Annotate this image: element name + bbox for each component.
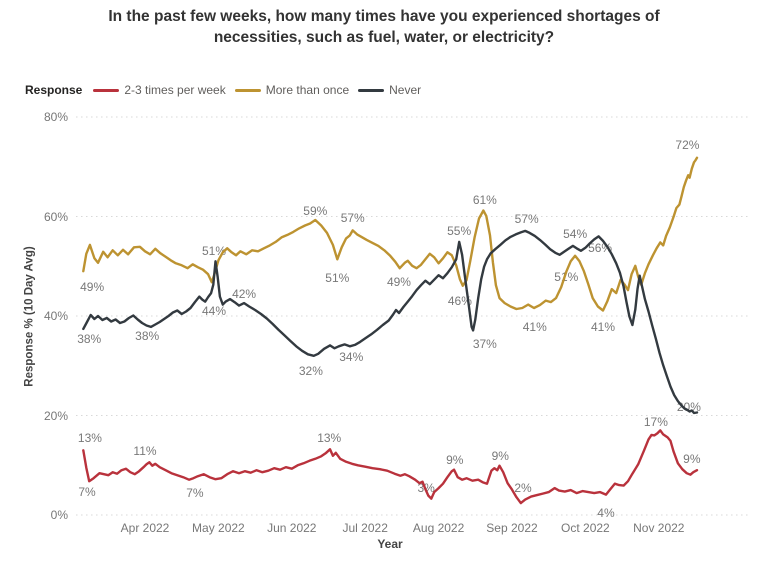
x-axis-tick-label: May 2022	[192, 521, 245, 535]
data-label: 34%	[339, 349, 364, 364]
x-axis-tick-label: Apr 2022	[120, 521, 170, 535]
data-label: 57%	[340, 210, 365, 225]
data-label: 46%	[447, 294, 472, 309]
y-axis-tick-label: 20%	[43, 408, 68, 423]
series-line-never[interactable]	[82, 229, 699, 415]
legend-item-label: Never	[389, 83, 422, 97]
legend-item-2-3-times-per-week[interactable]: 2-3 times per week	[93, 83, 226, 97]
chart-title-line-2: necessities, such as fuel, water, or ele…	[213, 29, 555, 46]
data-label: 20%	[676, 400, 701, 415]
data-label: 61%	[472, 193, 497, 208]
x-axis-tick-label: Sep 2022	[486, 521, 538, 535]
data-label: 37%	[472, 336, 497, 351]
data-label: 72%	[675, 137, 700, 152]
data-label: 59%	[303, 204, 328, 219]
data-label: 49%	[80, 280, 105, 295]
legend-line-swatch	[358, 88, 385, 92]
data-label: 54%	[563, 226, 588, 241]
data-label: 38%	[135, 328, 160, 343]
data-label: 9%	[446, 452, 464, 467]
series-line-2-3-times-per-week[interactable]	[82, 429, 699, 505]
data-label: 3%	[417, 481, 435, 496]
data-label: 56%	[588, 240, 613, 255]
data-label: 51%	[554, 270, 579, 285]
data-label: 44%	[201, 304, 226, 319]
data-label: 13%	[317, 430, 342, 445]
data-label: 11%	[133, 443, 157, 458]
x-axis-tick-label: Jun 2022	[267, 521, 317, 535]
chart-title-line-1: In the past few weeks, how many times ha…	[108, 8, 660, 25]
data-label: 9%	[491, 448, 509, 463]
data-label: 42%	[232, 287, 257, 302]
legend-line-swatch	[234, 88, 261, 92]
data-label: 41%	[522, 319, 547, 334]
chart-title: In the past few weeks, how many times ha…	[0, 6, 768, 48]
y-axis-tick-label: 60%	[43, 209, 68, 224]
y-axis-tick-label: 80%	[43, 110, 68, 124]
data-label: 9%	[683, 451, 701, 466]
data-label: 51%	[201, 243, 226, 258]
data-label: 49%	[386, 275, 411, 290]
data-label: 32%	[298, 364, 323, 379]
x-axis-tick-label: Oct 2022	[561, 521, 610, 535]
data-label: 38%	[77, 331, 102, 346]
data-label: 57%	[514, 211, 539, 226]
x-axis-tick-label: Nov 2022	[633, 521, 685, 535]
data-label: 17%	[643, 414, 668, 429]
data-label: 13%	[77, 430, 102, 445]
data-label: 2%	[514, 481, 532, 496]
x-axis-tick-label: Jul 2022	[342, 521, 388, 535]
series-line-more-than-once[interactable]	[82, 156, 699, 312]
data-label: 55%	[447, 223, 472, 238]
legend-line-swatch	[93, 88, 120, 92]
data-label: 41%	[591, 319, 616, 334]
x-axis-tick-label: Aug 2022	[412, 521, 465, 535]
data-label: 7%	[78, 485, 96, 500]
x-axis-title: Year	[377, 537, 403, 551]
legend-item-label: More than once	[265, 83, 350, 97]
legend: Response 2-3 times per week More than onc…	[25, 83, 421, 97]
legend-item-never[interactable]: Never	[358, 83, 421, 97]
y-axis-tick-label: 0%	[50, 508, 68, 522]
data-label: 4%	[597, 506, 615, 520]
data-label: 7%	[186, 486, 204, 501]
y-axis-title: Response % (10 Day Avg)	[23, 246, 36, 387]
legend-items: 2-3 times per week More than once Never	[93, 83, 421, 97]
legend-item-more-than-once[interactable]: More than once	[234, 83, 350, 97]
legend-item-label: 2-3 times per week	[124, 83, 226, 97]
data-label: 51%	[325, 271, 350, 286]
legend-title: Response	[25, 83, 83, 97]
